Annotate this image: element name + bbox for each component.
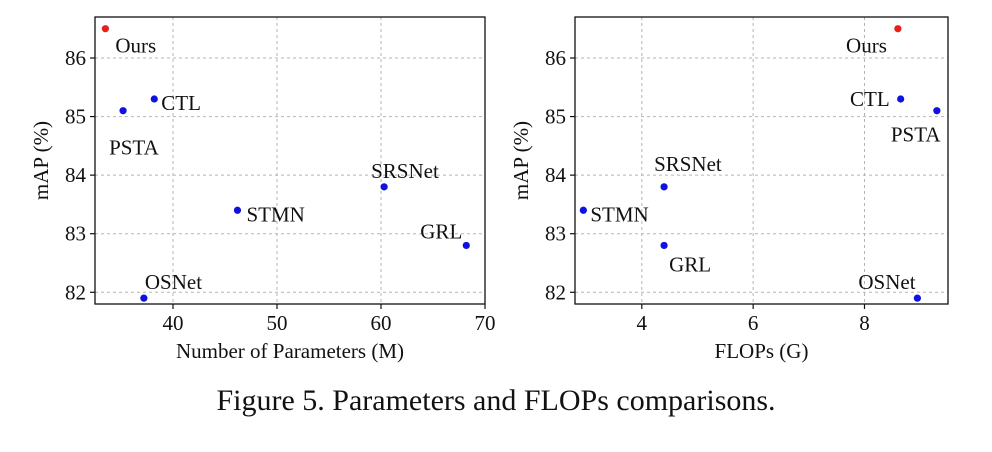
x-axis-label: FLOPs (G) xyxy=(715,339,809,363)
point-label-psta: PSTA xyxy=(109,136,160,160)
y-axis-label: mAP (%) xyxy=(29,121,53,200)
point-label-srsnet: SRSNet xyxy=(654,152,722,176)
x-tick-label: 8 xyxy=(859,311,870,335)
point-label-ours: Ours xyxy=(846,34,887,58)
parameters-scatter-panel: 40 50 60 70 82 83 84 85 86 Number of Parameters (… xyxy=(29,16,496,363)
data-point-grl xyxy=(462,241,470,250)
point-label-stmn: STMN xyxy=(590,202,648,226)
data-point-ours xyxy=(101,25,109,33)
point-label-ctl: CTL xyxy=(161,91,201,115)
plot-frame xyxy=(574,16,949,305)
y-tick-label: 85 xyxy=(545,105,566,129)
y-tick-label: 84 xyxy=(65,163,87,187)
flops-scatter-panel: 4 6 8 82 83 84 85 86 FLOPs (G) mAP (%) Ours CTLPSTA… xyxy=(509,16,949,363)
data-point-stmn xyxy=(233,206,242,214)
point-label-srsnet: SRSNet xyxy=(371,159,439,183)
plot-frame xyxy=(94,16,486,305)
data-point-srsnet xyxy=(380,183,388,191)
y-tick-label: 84 xyxy=(545,163,567,187)
data-point-stmn xyxy=(579,206,587,214)
x-tick-label: 60 xyxy=(371,311,392,335)
point-label-osnet: OSNet xyxy=(858,270,915,294)
point-label-grl: GRL xyxy=(669,252,711,276)
x-tick-label: 50 xyxy=(267,311,288,335)
y-tick-label: 82 xyxy=(65,280,86,304)
data-point-psta xyxy=(119,107,127,115)
x-tick-label: 6 xyxy=(748,311,759,335)
point-label-psta: PSTA xyxy=(891,123,942,147)
data-point-srsnet xyxy=(660,183,668,191)
y-tick-label: 85 xyxy=(65,105,86,129)
data-point-psta xyxy=(933,107,941,115)
data-point-osnet xyxy=(140,294,148,302)
data-point-ctl xyxy=(897,95,905,103)
y-tick-label: 86 xyxy=(65,46,86,70)
data-point-grl xyxy=(660,241,668,250)
x-tick-label: 70 xyxy=(475,311,496,335)
point-label-osnet: OSNet xyxy=(145,270,202,294)
y-tick-label: 86 xyxy=(545,46,566,70)
y-axis-label: mAP (%) xyxy=(509,121,533,200)
figure-caption: Figure 5. Parameters and FLOPs compariso… xyxy=(216,384,776,417)
y-tick-label: 82 xyxy=(545,280,566,304)
point-label-grl: GRL xyxy=(420,219,462,243)
point-label-ours: Ours xyxy=(115,34,156,58)
x-tick-label: 4 xyxy=(637,311,648,335)
x-axis-label: Number of Parameters (M) xyxy=(176,339,404,363)
y-tick-label: 83 xyxy=(65,222,86,246)
point-label-stmn: STMN xyxy=(246,202,304,226)
point-label-ctl: CTL xyxy=(850,87,890,111)
data-point-ctl xyxy=(150,95,158,103)
data-point-ours xyxy=(894,25,902,33)
x-tick-label: 40 xyxy=(163,311,184,335)
data-point-osnet xyxy=(913,294,921,302)
y-tick-label: 83 xyxy=(545,222,566,246)
